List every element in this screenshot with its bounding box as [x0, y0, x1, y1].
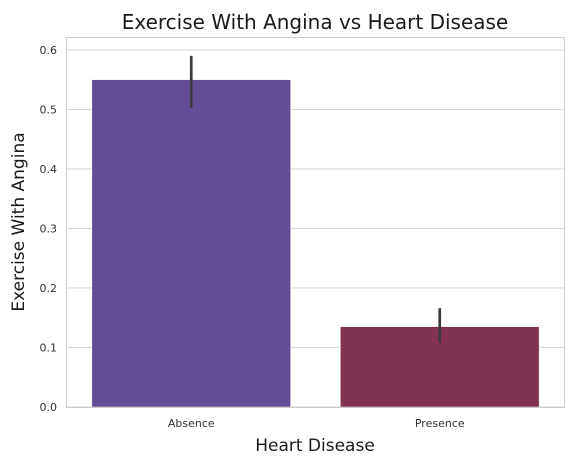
y-tick-label: 0.5	[40, 103, 58, 116]
y-tick-label: 0.4	[40, 163, 58, 176]
y-tick-label: 0.2	[40, 282, 58, 295]
y-tick-label: 0.6	[40, 44, 58, 57]
bars	[91, 79, 540, 408]
chart-title: Exercise With Angina vs Heart Disease	[122, 10, 509, 34]
error-bars	[189, 55, 442, 343]
y-tick-label: 0.1	[40, 341, 58, 354]
plot-frame	[66, 37, 565, 408]
x-tick-label: Absence	[168, 417, 215, 430]
bar-absence	[91, 79, 291, 408]
x-tick-labels: Absence Presence	[168, 417, 465, 430]
y-tick-labels: 0.0 0.1 0.2 0.3 0.4 0.5 0.6	[40, 44, 58, 414]
x-axis-label: Heart Disease	[255, 436, 375, 456]
y-tick-label: 0.0	[40, 401, 58, 414]
y-axis-label: Exercise With Angina	[9, 132, 29, 311]
y-tick-label: 0.3	[40, 222, 58, 235]
x-tick-label: Presence	[415, 417, 465, 430]
